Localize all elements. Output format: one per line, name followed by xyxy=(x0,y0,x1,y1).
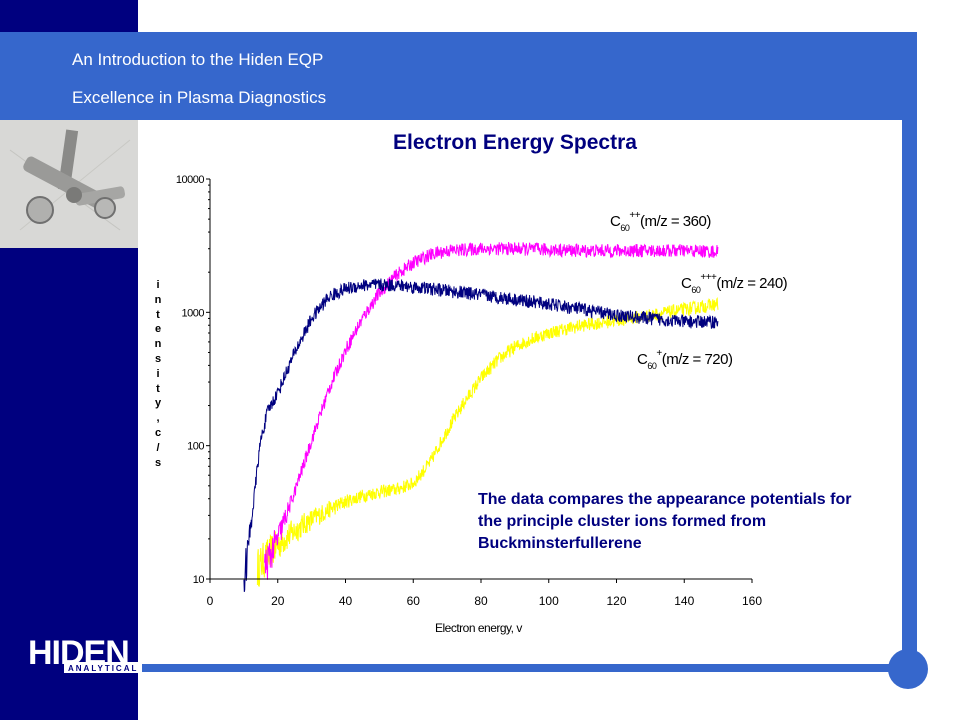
hiden-logo: HIDEN ANALYTICAL xyxy=(28,634,142,673)
header-band xyxy=(0,32,917,120)
series-label: C60+(m/z = 720) xyxy=(637,348,733,371)
x-tick-label: 160 xyxy=(742,594,762,608)
electron-energy-chart: 0 20 40 60 80 100 120 140 160 10 100 1000 10000 C60+… xyxy=(176,174,788,608)
x-axis-label: Electron energy, v xyxy=(435,621,522,635)
logo-subtext: ANALYTICAL xyxy=(68,664,138,673)
y-tick-label: 1000 xyxy=(182,307,205,319)
series-label: C60+++(m/z = 240) xyxy=(681,272,788,295)
series-label: C60++(m/z = 360) xyxy=(610,210,711,233)
x-tick-label: 0 xyxy=(207,594,214,608)
header-line-2: Excellence in Plasma Diagnostics xyxy=(72,88,327,107)
series-labels-layer: C60++(m/z = 360) C60+++(m/z = 240) C60+(m/… xyxy=(610,210,788,371)
header-line-1: An Introduction to the Hiden EQP xyxy=(72,50,324,69)
x-tick-label: 140 xyxy=(674,594,694,608)
y-tick-label: 100 xyxy=(187,441,204,453)
series-layer xyxy=(243,241,719,593)
x-tick-label: 100 xyxy=(539,594,559,608)
x-tick-label: 80 xyxy=(474,594,488,608)
y-tick-label: 10000 xyxy=(176,174,204,186)
corner-circle xyxy=(888,649,928,689)
series-line xyxy=(243,278,719,593)
bottom-border xyxy=(138,664,917,672)
y-tick-label: 10 xyxy=(193,574,205,586)
right-border xyxy=(902,32,917,672)
series-line xyxy=(264,241,719,580)
x-tick-label: 40 xyxy=(339,594,353,608)
x-tick-label: 60 xyxy=(407,594,421,608)
x-tick-label: 20 xyxy=(271,594,285,608)
slide-title: Electron Energy Spectra xyxy=(393,131,637,154)
caption-note: The data compares the appearance potenti… xyxy=(478,491,852,552)
ticks-layer: 0 20 40 60 80 100 120 140 160 10 100 1000 10000 xyxy=(176,174,762,608)
y-axis-label: i n t e n s i t y , c / s xyxy=(154,279,162,469)
instrument-photo xyxy=(0,120,138,248)
x-tick-label: 120 xyxy=(606,594,626,608)
